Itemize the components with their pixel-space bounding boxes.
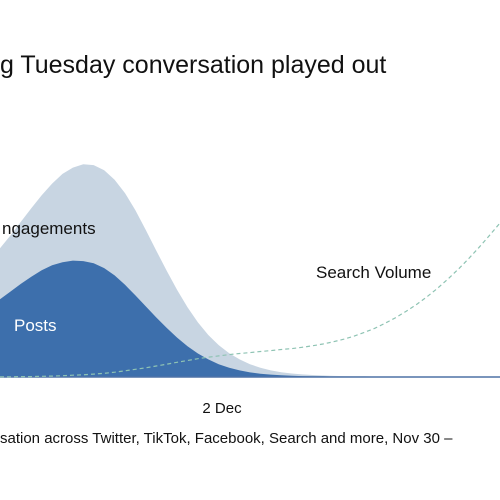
x-tick-label: 2 Dec bbox=[202, 400, 242, 417]
chart-title: g Tuesday conversation played out bbox=[0, 51, 386, 79]
search-volume-line bbox=[0, 222, 500, 378]
search-volume-label: Search Volume bbox=[316, 263, 431, 282]
posts-label: Posts bbox=[14, 316, 57, 335]
engagements-label: ngagements bbox=[2, 219, 96, 238]
chart-caption: sation across Twitter, TikTok, Facebook,… bbox=[0, 430, 453, 447]
plot-area bbox=[0, 164, 500, 378]
posts-area bbox=[0, 260, 500, 377]
